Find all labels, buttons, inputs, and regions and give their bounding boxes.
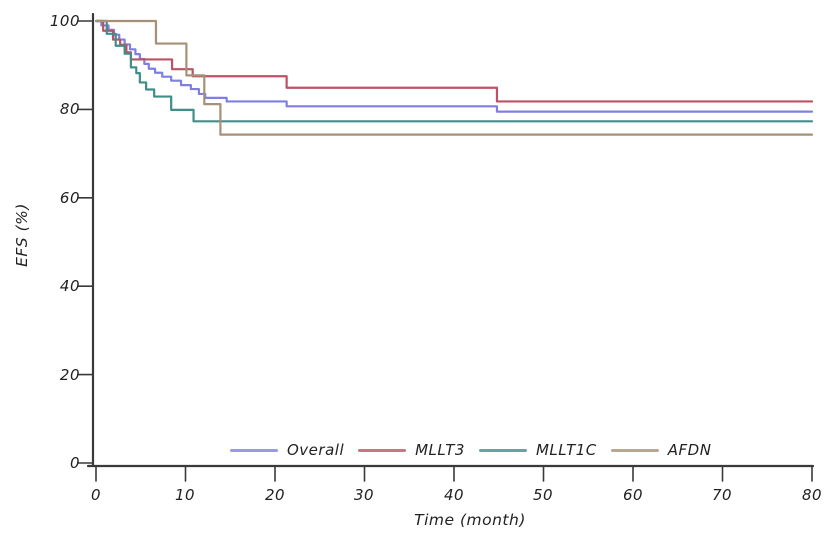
y-tick-label: 20 — [59, 366, 80, 384]
x-tick-label: 50 — [532, 486, 554, 504]
legend-item-overall: Overall — [230, 441, 344, 459]
legend-line-overall-icon — [230, 448, 278, 452]
x-tick-label: 0 — [90, 486, 102, 504]
x-tick-label: 80 — [801, 486, 823, 504]
x-tick-label: 20 — [264, 486, 286, 504]
y-tick-label: 80 — [59, 100, 80, 118]
legend-label-overall: Overall — [287, 441, 345, 459]
x-tick-label: 60 — [622, 486, 644, 504]
legend-line-mllt3-icon — [358, 448, 407, 452]
legend-item-afdn: AFDN — [610, 441, 712, 459]
x-tick-label: 10 — [174, 486, 196, 504]
y-tick-label: 100 — [49, 12, 80, 30]
legend-line-afdn-icon — [610, 448, 659, 452]
legend-item-mllt1c: MLLT1C — [478, 441, 597, 459]
x-tick-label: 70 — [711, 486, 733, 504]
y-axis-label: EFS (%) — [13, 203, 31, 267]
x-tick-label: 30 — [353, 486, 375, 504]
x-tick-label: 40 — [443, 486, 465, 504]
y-tick-label: 60 — [59, 189, 80, 207]
legend-label-mllt3: MLLT3 — [415, 441, 465, 459]
legend-label-afdn: AFDN — [667, 441, 712, 459]
legend: Overall MLLT3 MLLT1C AFDN — [230, 441, 716, 459]
legend-item-mllt3: MLLT3 — [358, 441, 465, 459]
y-tick-label: 40 — [59, 277, 80, 295]
x-axis-label: Time (month) — [414, 511, 526, 529]
y-tick-label: 0 — [69, 454, 80, 472]
legend-label-mllt1c: MLLT1C — [535, 441, 597, 459]
legend-line-mllt1c-icon — [478, 448, 527, 452]
